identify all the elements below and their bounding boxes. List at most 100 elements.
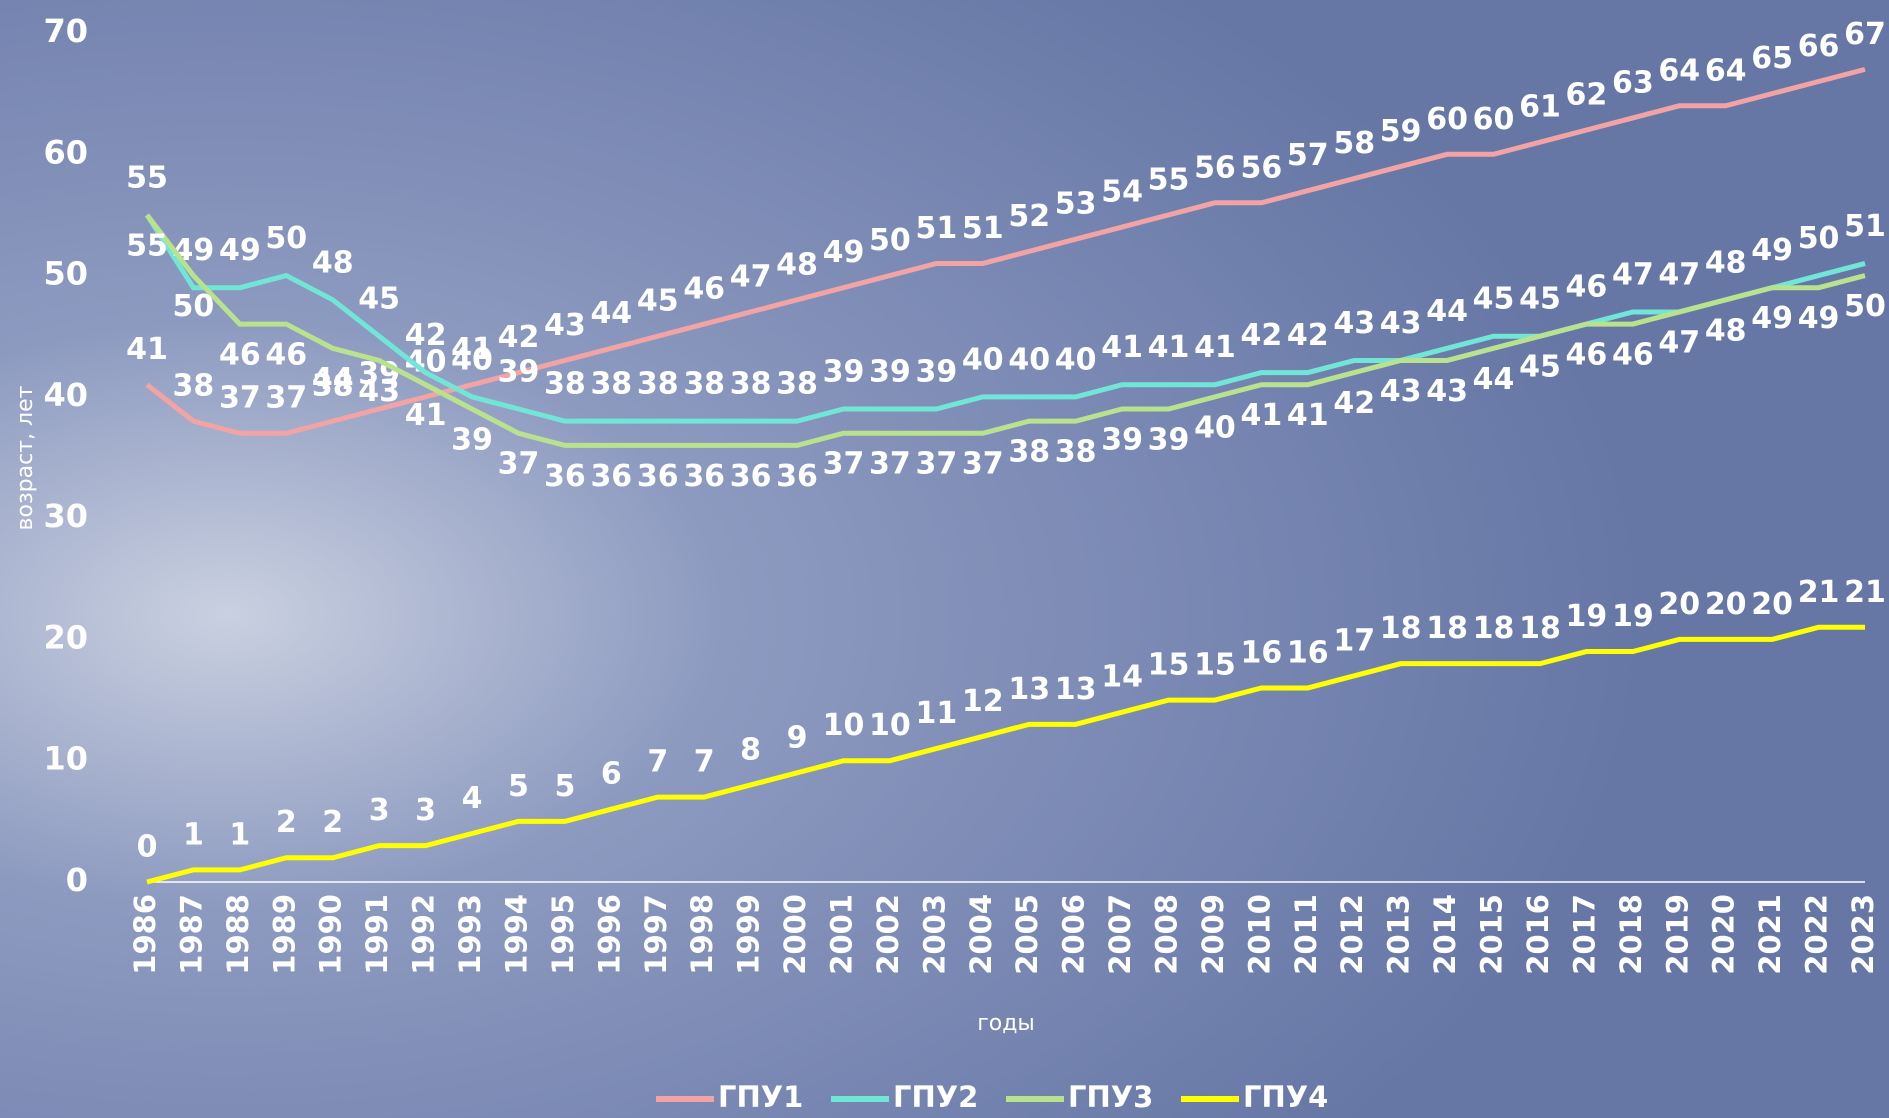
data-label: 9 — [787, 720, 808, 755]
data-label: 46 — [1612, 338, 1654, 373]
data-label: 37 — [498, 447, 540, 482]
data-label: 48 — [1705, 245, 1747, 280]
data-label: 50 — [265, 221, 307, 256]
data-label: 51 — [962, 211, 1004, 246]
data-label: 1 — [183, 817, 204, 852]
data-label: 44 — [1473, 362, 1515, 397]
data-label: 62 — [1566, 78, 1608, 113]
x-tick-label: 2022 — [1800, 894, 1834, 975]
data-label: 16 — [1241, 635, 1283, 670]
data-label: 41 — [126, 332, 168, 367]
x-tick-label: 1986 — [128, 894, 162, 975]
data-label: 56 — [1194, 150, 1236, 185]
data-label: 49 — [1751, 301, 1793, 336]
data-label: 45 — [637, 284, 679, 319]
data-label: 42 — [405, 318, 447, 353]
data-label: 3 — [369, 793, 390, 828]
x-tick-label: 2010 — [1242, 894, 1276, 975]
data-label: 4 — [462, 781, 483, 816]
y-tick-label: 60 — [43, 133, 88, 171]
data-label: 43 — [1426, 374, 1468, 409]
y-axis-title: возраст, лет — [13, 385, 38, 530]
x-tick-label: 2007 — [1103, 894, 1137, 975]
data-label: 19 — [1612, 599, 1654, 634]
x-tick-label: 2001 — [824, 894, 858, 975]
x-tick-label: 2008 — [1150, 894, 1184, 975]
data-label: 36 — [637, 459, 679, 494]
data-label: 43 — [1333, 306, 1375, 341]
x-tick-label: 2018 — [1614, 894, 1648, 975]
data-label: 63 — [1612, 65, 1654, 100]
data-label: 21 — [1798, 575, 1840, 610]
legend-label: ГПУ1 — [718, 1080, 803, 1114]
data-label: 1 — [229, 817, 250, 852]
x-tick-label: 2019 — [1660, 894, 1694, 975]
y-tick-label: 0 — [66, 861, 88, 899]
x-tick-label: 1995 — [546, 894, 580, 975]
data-label: 13 — [1008, 672, 1050, 707]
data-label: 11 — [915, 696, 957, 731]
x-tick-label: 2023 — [1846, 894, 1880, 975]
data-label: 36 — [544, 459, 586, 494]
data-label: 50 — [1844, 289, 1886, 324]
series-line — [146, 624, 1865, 885]
data-label: 20 — [1658, 587, 1700, 622]
data-label: 51 — [915, 211, 957, 246]
data-label: 48 — [776, 247, 818, 282]
data-label: 50 — [173, 289, 215, 324]
data-label: 59 — [1380, 114, 1422, 149]
x-tick-label: 2009 — [1196, 894, 1230, 975]
data-label: 43 — [1380, 374, 1422, 409]
data-label: 38 — [1055, 435, 1097, 470]
data-label: 44 — [1426, 294, 1468, 329]
data-label: 37 — [823, 447, 865, 482]
data-label: 50 — [869, 223, 911, 258]
data-label: 39 — [451, 422, 493, 457]
data-label: 20 — [1751, 587, 1793, 622]
data-label: 49 — [823, 235, 865, 270]
data-label: 49 — [1798, 301, 1840, 336]
y-tick-label: 70 — [43, 12, 88, 50]
data-label: 21 — [1844, 575, 1886, 610]
x-tick-label: 2000 — [778, 894, 812, 975]
data-label: 20 — [1705, 587, 1747, 622]
data-label: 2 — [322, 805, 343, 840]
data-label: 38 — [173, 369, 215, 404]
data-label: 47 — [1658, 325, 1700, 360]
data-label: 38 — [776, 367, 818, 402]
data-label: 10 — [869, 708, 911, 743]
data-label: 16 — [1287, 635, 1329, 670]
data-label: 18 — [1380, 611, 1422, 646]
data-label: 42 — [1287, 318, 1329, 353]
y-tick-label: 40 — [43, 376, 88, 414]
data-label: 45 — [1519, 282, 1561, 317]
x-tick-label: 2002 — [871, 894, 905, 975]
data-label: 41 — [451, 332, 493, 367]
data-label: 41 — [1287, 398, 1329, 433]
data-label: 5 — [554, 769, 575, 804]
data-label: 14 — [1101, 660, 1143, 695]
data-label: 0 — [137, 830, 158, 865]
data-label: 66 — [1798, 29, 1840, 64]
data-label: 47 — [730, 259, 772, 294]
data-label: 19 — [1566, 599, 1608, 634]
x-tick-label: 1996 — [592, 894, 626, 975]
data-label: 39 — [823, 354, 865, 389]
data-label: 3 — [415, 793, 436, 828]
data-label: 39 — [915, 354, 957, 389]
data-label: 46 — [683, 272, 725, 307]
data-label: 36 — [590, 459, 632, 494]
data-label: 43 — [1380, 306, 1422, 341]
data-label: 37 — [869, 447, 911, 482]
data-label: 37 — [219, 381, 261, 416]
series-line — [145, 213, 1866, 448]
data-label: 50 — [1798, 221, 1840, 256]
data-label: 38 — [544, 367, 586, 402]
data-label: 60 — [1473, 102, 1515, 137]
data-label: 45 — [1519, 350, 1561, 385]
x-tick-label: 2006 — [1057, 894, 1091, 975]
data-label: 44 — [312, 362, 354, 397]
legend-label: ГПУ2 — [893, 1080, 978, 1114]
x-tick-label: 1993 — [453, 894, 487, 975]
